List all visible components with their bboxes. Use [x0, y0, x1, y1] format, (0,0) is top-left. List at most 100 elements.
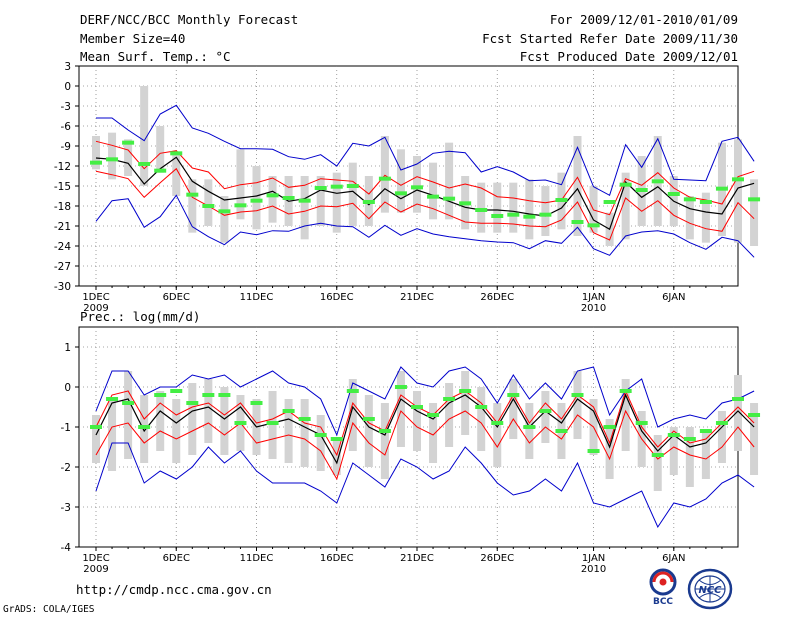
temp-ytick-label: -18: [54, 201, 71, 213]
prec-marker: [154, 393, 167, 397]
temp-marker: [218, 209, 231, 214]
temp-marker: [394, 191, 407, 196]
temp-marker: [346, 184, 359, 188]
temp-marker: [683, 197, 696, 202]
prec-marker: [475, 405, 488, 409]
temp-marker: [507, 212, 520, 217]
prec-marker: [523, 425, 536, 429]
temp-xtick-label: 16DEC: [320, 292, 354, 303]
prec-xtick-label: 11DEC: [240, 553, 274, 564]
prec-obs-box: [701, 431, 710, 479]
prec-marker: [699, 429, 712, 433]
temp-marker: [571, 220, 584, 224]
prec-obs-box: [429, 403, 438, 463]
temp-obs-box: [573, 136, 582, 236]
temp-obs-box: [108, 132, 117, 180]
temp-marker: [523, 214, 536, 219]
temp-line-min: [95, 194, 755, 258]
temp-marker: [250, 198, 263, 203]
prec-xtick-label: 1JAN: [582, 553, 605, 564]
temp-marker: [411, 185, 423, 190]
prec-ytick-label: 0: [64, 382, 71, 394]
prec-obs-box: [284, 399, 293, 463]
temp-marker: [282, 196, 295, 200]
prec-xtick-year: 2009: [83, 564, 108, 575]
temp-xtick-label: 1DEC: [82, 292, 109, 303]
temp-marker: [475, 208, 488, 212]
prec-marker: [603, 425, 616, 429]
temp-obs-box: [332, 172, 341, 233]
prec-marker: [539, 409, 552, 413]
prec-line-spread_lo: [95, 409, 755, 481]
bcc-logo-text: BCC: [653, 597, 673, 606]
temp-marker: [314, 186, 327, 190]
start-date: Fcst Started Refer Date 2009/11/30: [482, 31, 738, 46]
prec-marker: [266, 421, 279, 425]
prec-marker: [330, 437, 343, 441]
prec-obs-box: [396, 371, 405, 447]
prec-marker: [683, 437, 696, 441]
prec-obs-box: [605, 419, 614, 479]
prec-obs-box: [493, 403, 502, 467]
temp-obs-box: [396, 149, 405, 213]
prec-obs-box: [621, 379, 630, 451]
temp-marker: [330, 184, 343, 189]
prec-obs-box: [124, 371, 133, 459]
prec-obs-box: [750, 403, 759, 475]
chart-title: DERF/NCC/BCC Monthly Forecast: [80, 12, 299, 27]
temp-obs-box: [140, 86, 149, 186]
prec-obs-box: [685, 427, 694, 487]
prec-marker: [122, 401, 135, 405]
prec-marker: [555, 429, 568, 433]
prec-marker: [459, 389, 472, 393]
prec-marker: [186, 401, 199, 405]
temp-marker: [667, 192, 680, 196]
prec-xtick-label: 6DEC: [163, 553, 190, 564]
temp-obs-box: [493, 182, 502, 233]
temp-obs-box: [124, 139, 133, 176]
temp-obs-box: [429, 162, 438, 220]
prec-obs-box: [413, 391, 421, 451]
prec-obs-box: [541, 391, 550, 443]
prec-marker: [346, 389, 359, 393]
temp-marker: [748, 197, 761, 202]
temp-obs-box: [156, 126, 165, 173]
temp-obs-box: [92, 136, 100, 170]
prec-xtick-label: 26DEC: [480, 553, 514, 564]
temp-obs-box: [509, 182, 518, 233]
temp-line-spread_hi: [95, 140, 755, 216]
temp-marker: [635, 188, 648, 192]
temp-marker: [234, 203, 247, 208]
prec-ytick-label: -2: [61, 462, 71, 474]
prec-panel-title: Prec.: log(mm/d): [80, 309, 200, 324]
prec-ytick-label: 1: [64, 342, 71, 354]
temp-obs-box: [734, 139, 742, 243]
temp-obs-box: [204, 179, 213, 226]
source-url[interactable]: http://cmdp.ncc.cma.gov.cn: [76, 582, 272, 597]
temp-xtick-label: 11DEC: [240, 292, 274, 303]
temp-ytick-label: -3: [61, 101, 71, 113]
temp-marker: [699, 200, 712, 204]
prec-marker: [491, 421, 504, 425]
prec-xtick-label: 21DEC: [400, 553, 434, 564]
temp-marker: [715, 186, 728, 191]
temp-marker: [154, 168, 167, 173]
prec-marker: [635, 421, 648, 425]
temp-obs-box: [541, 186, 550, 236]
temp-marker: [186, 192, 199, 197]
temp-obs-box: [445, 142, 454, 220]
prec-line-mean: [95, 393, 755, 465]
ncc-logo-text: NCC: [698, 585, 722, 596]
prec-marker: [587, 449, 600, 453]
produced-date: Fcst Produced Date 2009/12/01: [519, 49, 738, 64]
temp-ytick-label: -21: [54, 221, 71, 233]
prec-marker: [362, 417, 375, 421]
prec-marker: [571, 393, 584, 397]
temp-ytick-label: -15: [54, 181, 71, 193]
prec-marker: [732, 397, 744, 401]
ncc-logo-icon: NCC: [687, 568, 733, 610]
temp-marker: [427, 194, 440, 199]
prec-marker: [202, 393, 215, 397]
prec-obs-box: [525, 403, 534, 459]
temp-ytick-label: -9: [61, 141, 71, 153]
